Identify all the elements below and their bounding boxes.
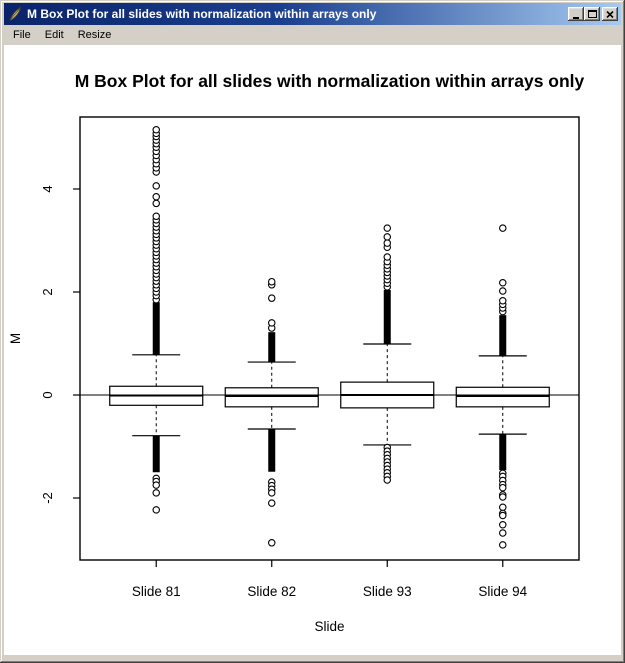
title-bar[interactable]: M Box Plot for all slides with normaliza…: [4, 3, 621, 25]
x-axis-tick-label: Slide 81: [132, 584, 181, 599]
menu-item-edit[interactable]: Edit: [44, 29, 64, 41]
y-axis-tick-label: 2: [40, 288, 55, 295]
outlier-point: [267, 489, 276, 497]
menu-item-file[interactable]: File: [13, 29, 31, 41]
outlier-point: [499, 483, 507, 492]
close-button[interactable]: [602, 7, 618, 21]
outlier-point: [152, 481, 160, 489]
menu-bar: File Edit Resize: [4, 25, 621, 45]
minimize-icon: [573, 16, 579, 19]
box: [455, 386, 550, 408]
x-axis-tick-label: Slide 94: [478, 584, 527, 599]
close-icon: [606, 10, 614, 18]
outlier-point: [499, 511, 507, 520]
outlier-dense-cluster: [499, 315, 507, 356]
outlier-point: [383, 253, 392, 261]
y-axis-tick-label: 4: [40, 185, 55, 192]
outlier-point: [152, 192, 160, 201]
outlier-dense-cluster: [499, 434, 507, 471]
window-controls: [568, 7, 618, 21]
outlier-point: [383, 233, 392, 241]
window-title: M Box Plot for all slides with normaliza…: [27, 7, 377, 21]
outlier-dense-cluster: [268, 428, 276, 472]
feather-icon: [7, 6, 23, 22]
y-axis-tick-label: 0: [40, 391, 55, 398]
menu-item-resize[interactable]: Resize: [77, 29, 112, 41]
maximize-icon: [587, 10, 597, 18]
outlier-point: [267, 539, 276, 547]
plot-panel-border: [79, 116, 580, 561]
outlier-point: [267, 499, 276, 507]
outlier-point: [383, 239, 392, 247]
y-axis-label: M: [8, 333, 23, 344]
outlier-point: [383, 224, 392, 232]
outlier-dense-cluster: [383, 289, 391, 345]
boxplot-figure: -2 0 2 4 Slide 81 Slide 82 Slide 93 Slide 94 M B…: [8, 71, 585, 634]
plot-client-area: -2 0 2 4 Slide 81 Slide 82 Slide 93 Slide 94 M B…: [4, 45, 621, 655]
outlier-point: [499, 297, 507, 305]
outlier-point: [499, 521, 507, 529]
outlier-point: [267, 277, 276, 286]
outlier-point: [499, 493, 507, 501]
outlier-point: [499, 541, 507, 549]
outlier-dense-cluster: [152, 435, 160, 473]
outlier-point: [383, 476, 392, 484]
chart-title: M Box Plot for all slides with normaliza…: [75, 71, 585, 91]
outlier-point: [152, 199, 160, 208]
x-axis-tick-label: Slide 93: [363, 584, 412, 599]
outlier-point: [499, 224, 507, 232]
minimize-button[interactable]: [568, 7, 584, 21]
outlier-point: [267, 294, 276, 302]
outlier-point: [267, 319, 276, 327]
outlier-point: [152, 126, 160, 134]
outlier-point: [152, 506, 160, 514]
outlier-point: [499, 529, 507, 537]
x-axis-label: Slide: [314, 619, 344, 634]
outlier-point: [499, 287, 507, 295]
outlier-dense-cluster: [152, 302, 160, 355]
outlier-point: [152, 182, 160, 190]
y-axis-tick-label: -2: [40, 492, 55, 504]
outlier-point: [152, 212, 160, 221]
outlier-point: [499, 503, 507, 512]
maximize-button[interactable]: [584, 7, 600, 21]
outlier-point: [152, 489, 160, 497]
outlier-point: [499, 278, 507, 287]
outlier-dense-cluster: [268, 332, 276, 363]
x-axis-tick-label: Slide 82: [247, 584, 296, 599]
box: [224, 387, 319, 408]
